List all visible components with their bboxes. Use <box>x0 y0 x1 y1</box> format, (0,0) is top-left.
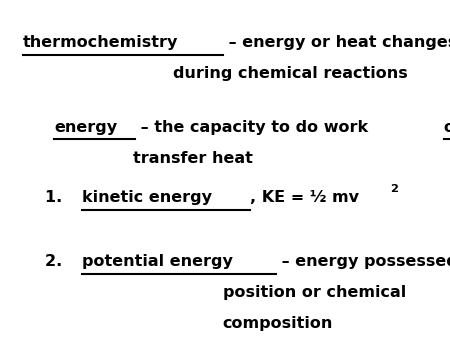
Text: potential energy: potential energy <box>82 254 233 270</box>
Text: 1.: 1. <box>45 190 73 206</box>
Text: – energy possessed by: – energy possessed by <box>276 254 450 270</box>
Text: 2.: 2. <box>45 254 73 270</box>
Text: transfer heat: transfer heat <box>133 151 252 166</box>
Text: energy: energy <box>54 120 117 135</box>
Text: – energy or heat changes: – energy or heat changes <box>223 35 450 51</box>
Text: position or chemical: position or chemical <box>223 285 406 301</box>
Text: composition: composition <box>223 316 333 332</box>
Text: kinetic energy: kinetic energy <box>82 190 212 206</box>
Text: – the capacity to do work: – the capacity to do work <box>135 120 374 135</box>
Text: during chemical reactions: during chemical reactions <box>173 66 408 82</box>
Text: 2: 2 <box>390 184 398 194</box>
Text: or: or <box>444 120 450 135</box>
Text: thermochemistry: thermochemistry <box>22 35 178 51</box>
Text: , KE = ½ mv: , KE = ½ mv <box>249 190 359 206</box>
